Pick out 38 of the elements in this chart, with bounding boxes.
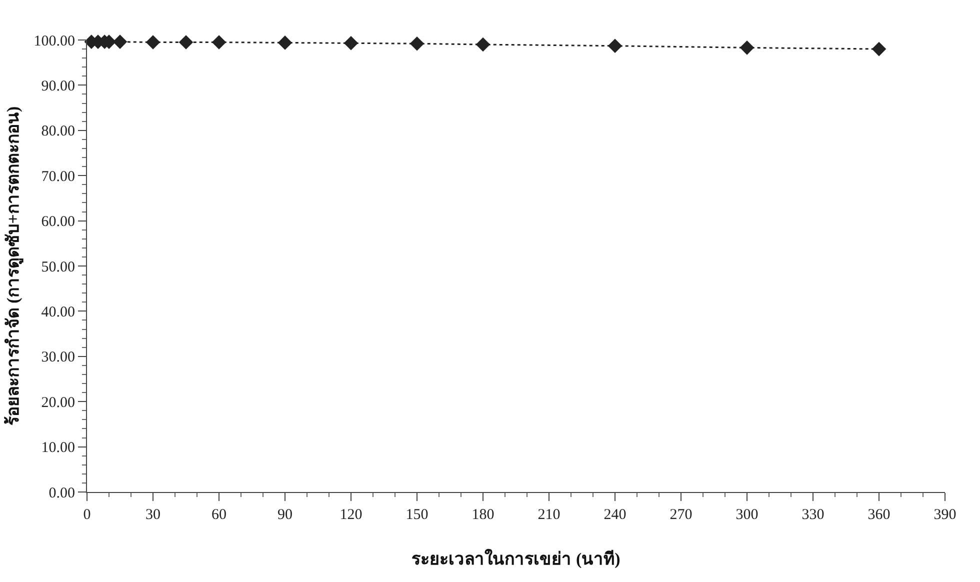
y-tick-label: 0.00 [48,485,75,502]
point [178,35,194,50]
x-tick-label: 390 [934,507,956,523]
point [872,42,886,56]
y-tick-label: 50.00 [41,259,75,276]
x-tick-label: 330 [802,507,824,523]
y-tick-label: 60.00 [41,214,75,230]
point [740,40,754,55]
point [344,36,358,50]
point [608,38,622,54]
point [278,36,292,50]
point [212,35,226,50]
x-axis-title: ระยะเวลาในการเขย่า (นาที) [412,548,620,568]
point [146,35,160,50]
point [410,36,424,51]
x-tick-label: 0 [83,507,91,523]
y-axis-title: ร้อยละการกำจัด (การดูดซับ+การตกตะกอน) [3,106,24,426]
y-tick-label: 80.00 [41,124,75,140]
y-tick-label: 20.00 [41,394,75,411]
y-tick-label: 30.00 [41,350,75,366]
point [112,34,128,49]
x-tick-label: 120 [340,507,362,523]
x-tick-label: 270 [670,507,692,523]
x-tick-label: 210 [538,507,560,523]
point [476,37,490,52]
x-tick-label: 180 [472,507,494,523]
x-tick-label: 240 [604,507,626,523]
x-tick-label: 360 [868,507,890,523]
y-tick-label: 70.00 [41,168,75,185]
y-tick-label: 100.00 [34,33,75,50]
y-tick-label: 90.00 [41,78,75,94]
x-tick-label: 90 [278,507,292,523]
y-tick-label: 10.00 [41,440,75,456]
x-tick-label: 300 [736,507,758,523]
x-tick-label: 60 [212,507,226,523]
x-tick-label: 30 [146,507,160,523]
y-tick-label: 40.00 [41,304,75,320]
x-tick-label: 150 [406,507,428,523]
